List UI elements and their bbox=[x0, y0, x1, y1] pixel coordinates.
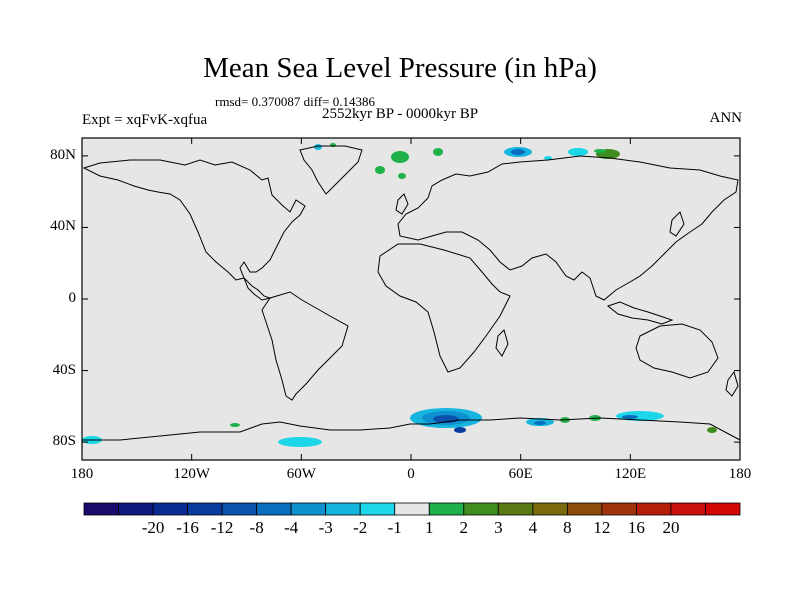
y-tick-label: 80N bbox=[50, 146, 76, 163]
anomaly-patch bbox=[544, 156, 552, 160]
coastline-africa bbox=[377, 243, 511, 373]
colorbar-swatch bbox=[290, 502, 327, 516]
colorbar-label: -20 bbox=[141, 518, 165, 537]
coastline-south-america bbox=[261, 291, 349, 401]
anomaly-patch bbox=[707, 427, 717, 433]
x-tick-label: 120E bbox=[614, 466, 647, 482]
colorbar-label: -12 bbox=[210, 518, 234, 537]
anomaly-patch bbox=[511, 149, 525, 155]
x-tick-label: 180 bbox=[70, 466, 94, 482]
experiment-label: Expt = xqFvK-xqfua bbox=[82, 112, 208, 128]
colorbar-swatch bbox=[359, 502, 396, 516]
anomaly-patch bbox=[534, 421, 546, 425]
colorbar-swatch bbox=[670, 502, 706, 516]
time-period-label: 2552kyr BP - 0000kyr BP bbox=[322, 106, 479, 122]
x-tick-label: 120W bbox=[173, 466, 210, 482]
axis-ticks bbox=[81, 138, 741, 460]
x-tick-label: 60W bbox=[286, 466, 316, 482]
anomaly-patch bbox=[622, 415, 638, 419]
colorbar-label: 20 bbox=[662, 518, 680, 537]
y-tick-label: 40S bbox=[52, 361, 76, 378]
coastline-north-america bbox=[82, 159, 306, 281]
anomaly-patch bbox=[230, 423, 240, 427]
colorbar-swatch bbox=[325, 502, 361, 516]
anomaly-patch bbox=[568, 148, 588, 156]
anomaly-patch bbox=[391, 151, 409, 163]
anomaly-patch bbox=[278, 437, 322, 447]
chart-title: Mean Sea Level Pressure (in hPa) bbox=[203, 52, 597, 84]
coastline-greenland bbox=[299, 145, 363, 195]
anomaly-patch bbox=[433, 148, 443, 156]
colorbar-label: 3 bbox=[494, 518, 503, 537]
colorbar bbox=[83, 502, 741, 516]
anomaly-patch bbox=[398, 173, 406, 179]
colorbar-label: 1 bbox=[425, 518, 434, 537]
coastline-madagascar bbox=[495, 329, 509, 357]
colorbar-swatch bbox=[463, 502, 499, 516]
colorbar-swatch bbox=[705, 502, 741, 516]
colorbar-swatch bbox=[566, 502, 603, 516]
anomaly-patches bbox=[82, 143, 717, 447]
colorbar-label: 8 bbox=[563, 518, 572, 537]
coastline-eurasia bbox=[397, 155, 739, 301]
colorbar-swatch bbox=[428, 502, 465, 516]
coastline-australia bbox=[635, 323, 719, 379]
anomaly-patch bbox=[454, 427, 466, 433]
colorbar-swatch bbox=[256, 502, 292, 516]
coastline-japan bbox=[669, 211, 685, 237]
x-tick-label: 0 bbox=[407, 466, 415, 482]
colorbar-swatch bbox=[221, 502, 258, 516]
x-tick-label: 180 bbox=[728, 466, 752, 482]
coastline-antarctica bbox=[82, 417, 741, 441]
colorbar-label: -4 bbox=[284, 518, 299, 537]
colorbar-swatch bbox=[532, 502, 568, 516]
season-label: ANN bbox=[709, 110, 743, 126]
coastlines bbox=[82, 145, 741, 441]
colorbar-label: 12 bbox=[593, 518, 611, 537]
colorbar-label: -8 bbox=[249, 518, 264, 537]
colorbar-label: -16 bbox=[176, 518, 199, 537]
colorbar-label: -1 bbox=[387, 518, 402, 537]
colorbar-swatch bbox=[394, 502, 430, 516]
colorbar-swatch bbox=[152, 502, 188, 516]
colorbar-swatch bbox=[497, 502, 534, 516]
colorbar-label: 16 bbox=[627, 518, 645, 537]
colorbar-swatch bbox=[636, 502, 672, 516]
colorbar-swatch bbox=[83, 502, 119, 516]
map-background bbox=[82, 138, 740, 460]
colorbar-label: 4 bbox=[528, 518, 538, 537]
anomaly-patch bbox=[375, 166, 385, 174]
x-tick-label: 60E bbox=[508, 466, 533, 482]
rmsd-diff-stats: rmsd= 0.370087 diff= 0.14386 bbox=[215, 94, 375, 109]
colorbar-label: -3 bbox=[318, 518, 333, 537]
colorbar-label: -2 bbox=[353, 518, 368, 537]
colorbar-swatch bbox=[118, 502, 154, 516]
colorbar-label: 2 bbox=[459, 518, 469, 537]
y-tick-label: 80S bbox=[52, 433, 76, 450]
colorbar-swatch bbox=[601, 502, 637, 516]
coastline-indonesia bbox=[606, 301, 674, 325]
y-tick-label: 0 bbox=[68, 290, 77, 306]
coastline-british-isles bbox=[395, 193, 409, 215]
anomaly-patch bbox=[594, 149, 606, 153]
colorbar-swatch bbox=[187, 502, 223, 516]
coastline-new-zealand bbox=[725, 370, 739, 397]
y-tick-label: 40N bbox=[50, 218, 76, 235]
